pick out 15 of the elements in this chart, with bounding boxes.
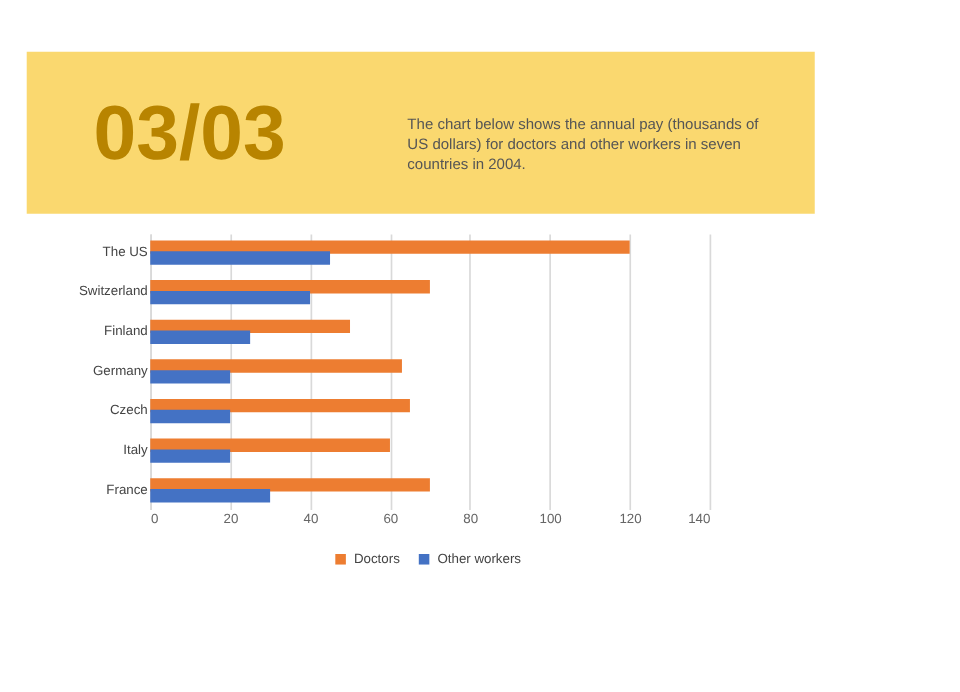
bar [150,478,430,492]
bar [150,330,251,344]
bar [150,398,410,413]
bar [150,370,231,384]
bar [150,359,402,373]
chart-subtitle: The chart below shows the annual pay (thousands of US dollars) for doctors and other workers in seven countries in 2004. [407,114,761,173]
bar [150,290,311,305]
bar [150,449,231,463]
bar [150,240,630,254]
bar [150,438,390,452]
chart-title: 03/03 [93,90,286,177]
bar [150,251,331,265]
bar [150,489,271,503]
bar [150,319,351,334]
bar [150,409,231,424]
